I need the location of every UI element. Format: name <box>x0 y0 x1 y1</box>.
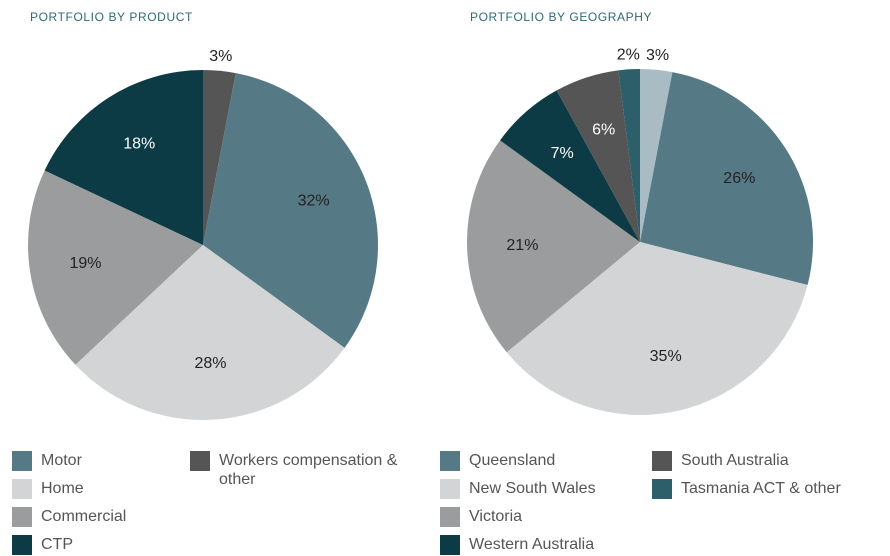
slice-label: 3% <box>209 48 232 65</box>
legend-item: Motor <box>12 451 172 471</box>
pie-slice <box>203 70 236 245</box>
legend-swatch <box>440 535 460 555</box>
pie-slice <box>640 72 813 286</box>
slice-label: 6% <box>592 121 615 138</box>
pie-slice <box>467 140 640 353</box>
pie-slice <box>556 70 640 242</box>
pie-slice <box>618 69 640 242</box>
pie-slice <box>44 70 203 245</box>
legend-swatch <box>190 451 210 471</box>
legend-label: Western Australia <box>469 536 595 553</box>
legend-label: South Australia <box>681 452 789 469</box>
legend-item: Home <box>12 479 172 499</box>
slice-label: 26% <box>723 170 755 187</box>
legend-swatch <box>440 507 460 527</box>
legend-item: Commercial <box>12 507 172 527</box>
legend-swatch <box>440 451 460 471</box>
slice-label: 2% <box>617 47 640 64</box>
chart-title: PORTFOLIO BY GEOGRAPHY <box>470 10 652 24</box>
pie-slice <box>28 170 204 365</box>
legend-label: Home <box>41 480 84 497</box>
legend-item: South Australia <box>652 451 882 471</box>
legend-label: New South Wales <box>469 480 596 497</box>
legend-swatch <box>12 451 32 471</box>
legend-label: Tasmania ACT & other <box>681 480 841 497</box>
legend-swatch <box>12 479 32 499</box>
slice-label: 18% <box>123 136 155 153</box>
legend-swatch <box>652 451 672 471</box>
legend-item: Western Australia <box>440 535 640 555</box>
legend-swatch <box>12 535 32 555</box>
slice-label: 3% <box>646 47 669 64</box>
legend-label: Victoria <box>469 508 523 525</box>
legend-label: Queensland <box>469 452 556 469</box>
slice-label: 21% <box>506 237 538 254</box>
legend-label: Workers compensation & other <box>219 452 398 488</box>
pie-slice <box>506 242 808 415</box>
legend-label: Motor <box>41 452 82 469</box>
legend-label: Commercial <box>41 508 127 525</box>
legend-swatch <box>652 479 672 499</box>
legend-item: Victoria <box>440 507 640 527</box>
legend-swatch <box>440 479 460 499</box>
legend-label: CTP <box>41 536 73 553</box>
slice-label: 32% <box>298 192 330 209</box>
slice-label: 7% <box>551 145 574 162</box>
legend-item: New South Wales <box>440 479 640 499</box>
chart-title: PORTFOLIO BY PRODUCT <box>30 10 193 24</box>
legend-item: Workers compensation & other <box>190 451 430 489</box>
legend-item: Queensland <box>440 451 640 471</box>
pie-slice <box>640 69 673 242</box>
pie-slice <box>203 73 378 348</box>
pie-slice <box>75 245 345 420</box>
legend-swatch <box>12 507 32 527</box>
pie-slice <box>500 90 640 242</box>
slice-label: 35% <box>650 348 682 365</box>
legend-item: CTP <box>12 535 172 555</box>
slice-label: 28% <box>194 355 226 372</box>
legend-item: Tasmania ACT & other <box>652 479 882 499</box>
slice-label: 19% <box>69 255 101 272</box>
